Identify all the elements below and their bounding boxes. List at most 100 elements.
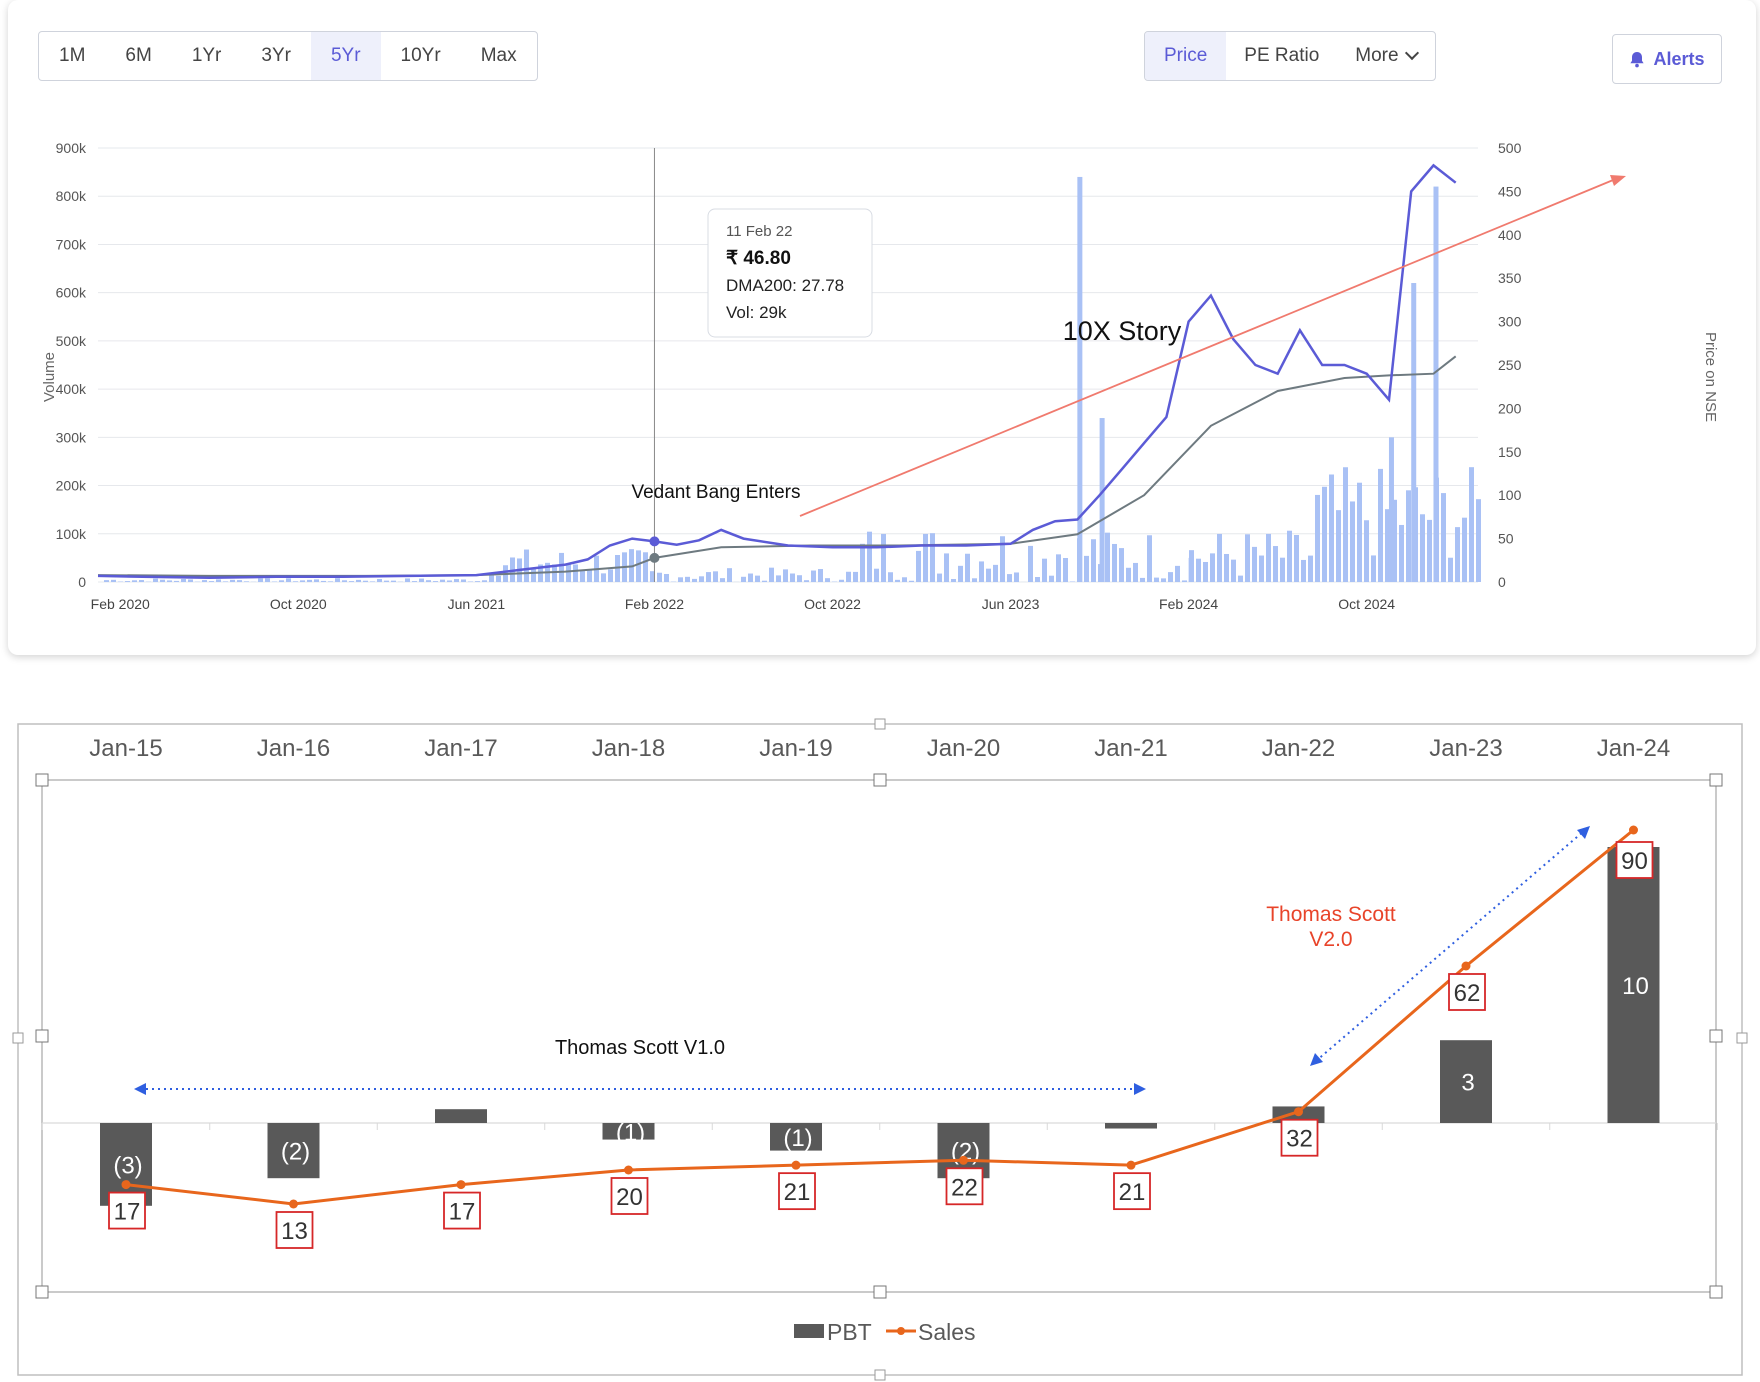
volume-bar <box>335 578 340 582</box>
sales-data-label: 20 <box>616 1184 643 1211</box>
volume-spike-bar <box>1099 418 1105 582</box>
volume-bar <box>608 569 613 582</box>
right-tick-label: 250 <box>1498 357 1522 373</box>
volume-bar <box>741 576 746 582</box>
volume-bar <box>1322 486 1327 582</box>
range-button-5yr[interactable]: 5Yr <box>310 32 381 80</box>
pbt-data-label: (2) <box>281 1139 310 1166</box>
sales-label-box <box>778 1172 816 1211</box>
volume-bar <box>1217 533 1222 582</box>
left-tick-label: 900k <box>56 140 87 156</box>
category-label: Jan-21 <box>1094 735 1167 762</box>
sales-data-label: 32 <box>1286 1126 1313 1153</box>
volume-bar <box>839 579 844 582</box>
annotation-vedant: Vedant Bang Enters <box>631 482 800 503</box>
volume-bar <box>727 568 732 582</box>
range-button-3yr[interactable]: 3Yr <box>261 45 291 66</box>
range-selector: 1M 6M 1Yr 3Yr 5Yr 10Yr Max <box>38 31 538 81</box>
pbt-bar <box>1607 847 1660 1123</box>
volume-bar <box>867 531 872 582</box>
sales-data-label: 13 <box>281 1218 308 1245</box>
sales-point <box>959 1155 968 1165</box>
volume-bar <box>930 533 935 582</box>
volume-bar <box>1441 493 1446 582</box>
volume-bar <box>440 579 445 582</box>
left-tick-label: 600k <box>56 285 87 301</box>
volume-bar <box>1154 577 1159 582</box>
volume-bar <box>237 580 242 582</box>
pbt-bar <box>1105 1123 1157 1129</box>
sales-point <box>289 1199 298 1209</box>
volume-bar <box>965 553 970 582</box>
volume-bar <box>993 564 998 582</box>
volume-bar <box>888 572 893 582</box>
volume-bar <box>1476 499 1481 582</box>
volume-bar <box>230 579 235 582</box>
category-label: Jan-18 <box>592 735 665 762</box>
legend-sales-marker <box>897 1327 905 1335</box>
category-label: Jan-16 <box>257 735 330 762</box>
volume-bar <box>314 579 319 582</box>
volume-bar <box>489 574 494 582</box>
volume-spike-bar <box>1388 437 1394 582</box>
right-tick-label: 350 <box>1498 270 1522 286</box>
volume-bar <box>1105 532 1110 582</box>
frame-handle <box>1736 1032 1748 1044</box>
alerts-button[interactable]: Alerts <box>1612 34 1722 84</box>
legend-pbt-label: PBT <box>827 1319 872 1345</box>
volume-bar <box>132 580 137 582</box>
volume-bar <box>783 569 788 582</box>
volume-bar <box>769 567 774 582</box>
price-marker <box>649 536 660 547</box>
range-button-10yr[interactable]: 10Yr <box>400 45 441 66</box>
pbt-data-label: (3) <box>113 1152 142 1179</box>
sales-point <box>1126 1160 1136 1170</box>
volume-bar <box>1161 578 1166 582</box>
volume-bar <box>286 578 291 582</box>
v2-dashed-arrow <box>1315 830 1585 1062</box>
volume-bar <box>881 533 886 582</box>
volume-bar <box>1147 535 1152 582</box>
volume-bar <box>1364 520 1369 582</box>
pe-ratio-button[interactable]: PE Ratio <box>1244 45 1320 66</box>
volume-bar <box>1469 467 1474 582</box>
volume-bar <box>1329 474 1334 582</box>
volume-bar <box>202 580 207 582</box>
volume-bar <box>181 578 186 582</box>
sales-label-box <box>108 1191 146 1230</box>
volume-bar <box>1084 555 1089 582</box>
resize-handle <box>873 773 887 787</box>
volume-bar <box>1126 567 1131 582</box>
right-tick-label: 400 <box>1498 227 1522 243</box>
tooltip-date: 11 Feb 22 <box>726 223 792 240</box>
volume-bar <box>825 578 830 582</box>
volume-bar <box>986 568 991 582</box>
volume-bar <box>496 575 501 582</box>
volume-bar <box>433 581 438 582</box>
price-button[interactable]: Price <box>1145 32 1227 80</box>
sales-data-label: 22 <box>951 1174 978 1201</box>
volume-bar <box>1350 501 1355 582</box>
volume-bar <box>902 577 907 582</box>
sales-label-box <box>945 1167 984 1206</box>
category-label: Jan-20 <box>927 735 1000 762</box>
volume-bar <box>356 579 361 582</box>
range-button-1m[interactable]: 1M <box>59 45 86 66</box>
range-button-6m[interactable]: 6M <box>125 45 152 66</box>
volume-spike-bar <box>1411 283 1417 582</box>
sales-label-box <box>1615 841 1654 879</box>
pbt-bar <box>435 1109 487 1123</box>
range-button-max[interactable]: Max <box>480 45 517 66</box>
sales-point <box>1461 961 1471 971</box>
volume-bar <box>1196 558 1201 582</box>
range-button-1yr[interactable]: 1Yr <box>191 45 222 66</box>
category-label: Jan-17 <box>424 735 497 762</box>
volume-bar <box>804 580 809 582</box>
volume-bar <box>601 573 606 582</box>
volume-bar <box>853 571 858 582</box>
volume-bar <box>811 570 816 582</box>
more-dropdown[interactable]: More <box>1337 32 1434 80</box>
volume-bar <box>559 552 564 582</box>
volume-bar <box>1385 509 1390 582</box>
dma-marker <box>649 552 660 563</box>
